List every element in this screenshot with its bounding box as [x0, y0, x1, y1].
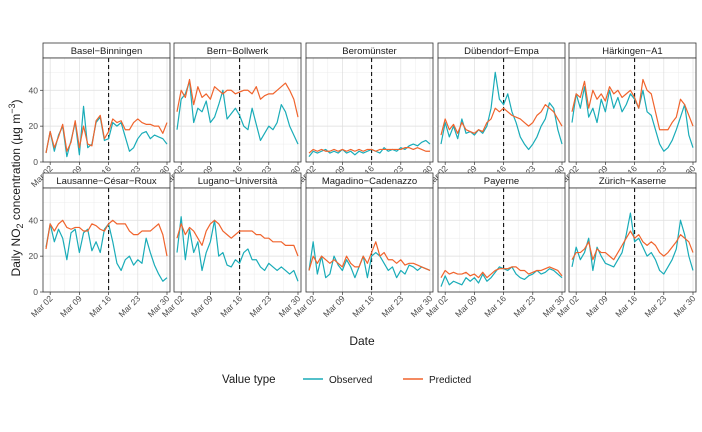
panel-background — [438, 188, 565, 292]
y-tick-label: 0 — [33, 287, 38, 297]
panel-border — [173, 57, 302, 163]
facet-strip-label: Zürich−Kaserne — [599, 176, 666, 187]
x-tick-label: Mar 09 — [321, 293, 347, 319]
y-tick-label: 20 — [29, 121, 39, 131]
y-axis-title-mid: concentration (µg m — [9, 114, 23, 224]
panel-border — [437, 187, 566, 293]
x-tick-label: Mar 23 — [247, 293, 273, 319]
panel-background — [306, 58, 433, 162]
x-tick-label: Mar 16 — [87, 293, 113, 319]
x-tick-label: Mar 30 — [672, 293, 698, 319]
y-axis-title-sup: −3 — [7, 104, 17, 114]
x-tick-label: Mar 09 — [189, 293, 215, 319]
facet-strip-label: Payerne — [484, 176, 519, 187]
series-line-observed — [440, 71, 563, 151]
y-axis-title-sub: 2 — [15, 223, 25, 228]
series-line-observed — [45, 105, 168, 158]
facet-strip-label: Härkingen−A1 — [602, 46, 662, 57]
series-line-observed — [440, 266, 563, 287]
x-tick-label: Mar 09 — [453, 293, 479, 319]
x-tick-label: Mar 16 — [613, 293, 639, 319]
panel-background — [174, 188, 301, 292]
panel-border — [173, 187, 302, 293]
series-line-observed — [308, 139, 431, 157]
x-tick-label: Mar 09 — [58, 293, 84, 319]
y-axis-title: Daily NO2 concentration (µg m−3) — [7, 100, 25, 277]
series-line-predicted — [176, 78, 299, 118]
series-line-predicted — [571, 78, 694, 131]
x-tick-label: Mar 16 — [482, 293, 508, 319]
series-line-observed — [176, 216, 299, 282]
y-tick-label: 0 — [33, 157, 38, 167]
facet-strip-label: Dübendorf−Empa — [464, 46, 539, 57]
panel-background — [43, 188, 170, 292]
facet-strip-label: Magadino−Cadenazzo — [322, 176, 417, 187]
y-axis-title-pre: Daily NO — [9, 228, 23, 276]
x-tick-label: Mar 23 — [511, 293, 537, 319]
panel-background — [569, 188, 696, 292]
series-line-predicted — [176, 219, 299, 257]
series-line-observed — [571, 86, 694, 152]
panel-border — [305, 187, 434, 293]
series-line-predicted — [440, 104, 563, 136]
series-line-observed — [308, 241, 431, 279]
facet-strip-label: Beromünster — [342, 46, 396, 57]
legend-label-predicted: Predicted — [429, 375, 471, 386]
panel-border — [42, 187, 171, 293]
series-line-predicted — [571, 230, 694, 261]
x-tick-label: Mar 16 — [350, 293, 376, 319]
panel-background — [43, 58, 170, 162]
panel-background — [569, 58, 696, 162]
x-tick-label: Mar 02 — [29, 293, 55, 319]
x-tick-label: Mar 23 — [642, 293, 668, 319]
series-line-predicted — [45, 219, 168, 257]
y-axis-title-post: ) — [9, 100, 23, 104]
y-tick-label: 40 — [29, 85, 39, 95]
y-tick-label: 40 — [29, 215, 39, 225]
series-line-predicted — [308, 241, 431, 272]
series-line-predicted — [45, 114, 168, 154]
series-line-observed — [176, 80, 299, 145]
series-line-predicted — [440, 266, 563, 279]
legend-label-observed: Observed — [329, 375, 372, 386]
y-tick-label: 20 — [29, 251, 39, 261]
panel-background — [174, 58, 301, 162]
x-tick-label: Mar 09 — [584, 293, 610, 319]
x-tick-label: Mar 16 — [218, 293, 244, 319]
legend: Value type Observed Predicted — [222, 374, 471, 386]
facet-strip-label: Basel−Binningen — [71, 46, 143, 57]
panel-background — [306, 188, 433, 292]
panel-border — [42, 57, 171, 163]
x-tick-label: Mar 23 — [116, 293, 142, 319]
facet-strip-label: Lausanne−César−Roux — [56, 176, 157, 187]
panel-border — [305, 57, 434, 163]
x-tick-label: Mar 23 — [379, 293, 405, 319]
facet-strip-label: Lugano−Università — [198, 176, 278, 187]
panel-border — [568, 187, 697, 293]
facet-strip-label: Bern−Bollwerk — [207, 46, 269, 57]
series-line-predicted — [308, 147, 430, 154]
facet-panel: Lausanne−César−Roux Mar 02 Mar 09 Mar 16 Mar… — [29, 172, 172, 319]
x-axis-title: Date — [349, 334, 375, 348]
panel-border — [568, 57, 697, 163]
legend-title: Value type — [222, 374, 276, 386]
series-line-observed — [571, 212, 694, 275]
panel-border — [437, 57, 566, 163]
